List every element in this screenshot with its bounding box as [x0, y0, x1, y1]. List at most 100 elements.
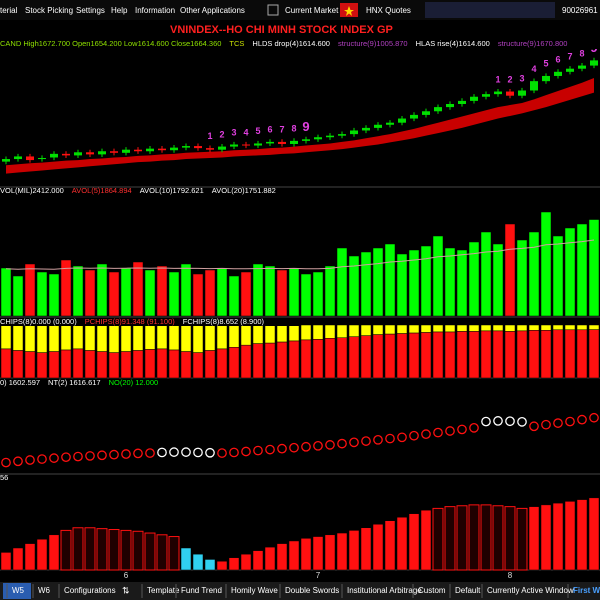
chips-bar: [384, 324, 396, 335]
setup-count: 8: [579, 48, 584, 58]
chips-bar: [108, 324, 120, 353]
hollow-bar: [96, 528, 108, 571]
volume-bar: [180, 263, 192, 317]
hollow-bar: [516, 507, 528, 571]
tab[interactable]: First Wi: [573, 586, 600, 595]
candle-body: [422, 111, 430, 115]
chips-bar: [588, 324, 600, 330]
menu-item[interactable]: Current Market: [285, 6, 339, 15]
bar: [564, 501, 576, 571]
tab[interactable]: Institutional Arbitrage: [347, 586, 422, 595]
tab[interactable]: W5: [12, 586, 25, 595]
chips-bar: [120, 351, 132, 379]
chart-title: VNINDEX--HO CHI MINH STOCK INDEX GP: [170, 24, 393, 36]
tab[interactable]: W6: [38, 586, 51, 595]
nt-dot: [253, 445, 263, 456]
candle-body: [122, 149, 130, 153]
bar: [372, 523, 384, 571]
chips-bar: [132, 350, 144, 379]
setup-count: 7: [567, 51, 572, 61]
volume-bar: [564, 227, 576, 317]
bar: [264, 546, 276, 571]
chips-bar: [516, 330, 528, 379]
chips-bar: [456, 331, 468, 379]
nt-dot: [493, 416, 503, 426]
chips-bar: [264, 324, 276, 344]
hollow-bar: [156, 534, 168, 571]
nt-dot: [469, 422, 479, 433]
volume-bar: [324, 265, 336, 317]
candle-body: [74, 152, 82, 156]
chips-bar: [288, 324, 300, 342]
tab[interactable]: Fund Trend: [181, 586, 222, 595]
tab[interactable]: Template: [147, 586, 180, 595]
nt-dot: [385, 433, 395, 444]
nt-dot: [205, 447, 215, 458]
nt-dot: [217, 448, 227, 458]
volume-bar: [264, 265, 276, 317]
chips-bar: [504, 324, 516, 332]
menu-item[interactable]: HNX Quotes: [366, 6, 411, 15]
bar: [420, 509, 432, 571]
chips-bar: [168, 349, 180, 379]
nt-dot: [529, 421, 539, 432]
chips-bar: [180, 351, 192, 379]
menu-item[interactable]: Stock Picking: [25, 6, 73, 15]
candle-body: [146, 148, 154, 152]
volume-bar: [252, 263, 264, 317]
bar: [528, 506, 540, 571]
chips-bar: [492, 330, 504, 379]
header-segment: 56: [0, 473, 8, 482]
setup-count: 6: [555, 55, 560, 65]
chips-bar: [564, 324, 576, 331]
chips-bar: [552, 329, 564, 379]
tab[interactable]: Currently Active Window: [487, 586, 574, 595]
chips-bar: [216, 324, 228, 350]
chips-bar: [360, 324, 372, 336]
chips-bar: [528, 324, 540, 331]
tab[interactable]: Configurations: [64, 586, 116, 595]
tab[interactable]: Default: [455, 586, 481, 595]
menu-item[interactable]: Settings: [76, 6, 105, 15]
tab[interactable]: Homily Wave: [231, 586, 278, 595]
x-tick-label: 6: [124, 571, 129, 580]
chips-bar: [564, 329, 576, 379]
setup-count: 9: [302, 119, 309, 134]
volume-bar: [492, 243, 504, 317]
nt-dot: [433, 427, 443, 438]
chips-bar: [156, 348, 168, 379]
volume-bar: [528, 231, 540, 317]
search-box[interactable]: [425, 2, 555, 18]
chips-bar: [96, 324, 108, 352]
nt-dot: [109, 449, 119, 460]
chips-bar: [408, 332, 420, 379]
header-bg: [0, 318, 300, 326]
setup-count: 6: [267, 125, 272, 135]
chips-bar: [360, 335, 372, 379]
hollow-bar: [84, 527, 96, 571]
chips-bar: [480, 324, 492, 332]
candle-body: [590, 60, 598, 66]
menu-item[interactable]: Other Applications: [180, 6, 245, 15]
chips-bar: [348, 324, 360, 337]
chips-bar: [132, 324, 144, 351]
candle-body: [158, 148, 166, 151]
header-segment: NT(2) 1616.617: [48, 378, 101, 387]
candle-body: [110, 151, 118, 153]
candle-body: [362, 127, 370, 131]
volume-bar: [540, 211, 552, 317]
tab[interactable]: Double Swords: [285, 586, 339, 595]
chips-bar: [144, 324, 156, 350]
avol-line: [5, 239, 595, 270]
header-segment: FCHIPS(8)8.652 (8.900): [183, 317, 265, 326]
hollow-bar: [120, 529, 132, 571]
tab[interactable]: Custom: [418, 586, 446, 595]
volume-bar: [588, 219, 600, 317]
chips-bar: [156, 324, 168, 350]
menu-item[interactable]: Information: [135, 6, 175, 15]
menu-item[interactable]: terial: [0, 6, 18, 15]
candle-body: [326, 135, 334, 138]
menu-item[interactable]: Help: [111, 6, 128, 15]
hollow-bar: [132, 530, 144, 571]
